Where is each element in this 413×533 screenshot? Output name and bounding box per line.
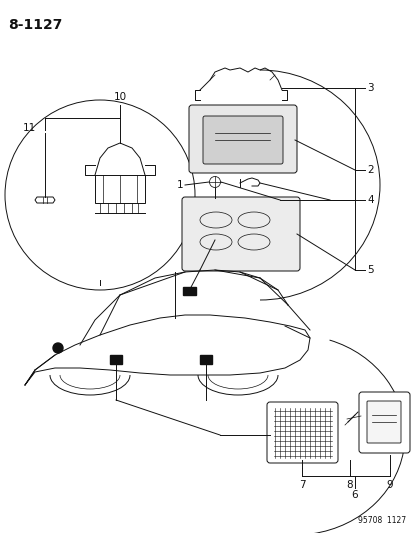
Text: 2: 2 (366, 165, 373, 175)
FancyBboxPatch shape (202, 116, 282, 164)
FancyBboxPatch shape (266, 402, 337, 463)
Text: 8: 8 (346, 480, 352, 490)
Text: 8-1127: 8-1127 (8, 18, 62, 32)
Text: 1: 1 (176, 180, 183, 190)
Text: 95708  1127: 95708 1127 (357, 516, 405, 525)
Text: 6: 6 (351, 490, 357, 500)
FancyBboxPatch shape (358, 392, 409, 453)
Text: 5: 5 (366, 265, 373, 275)
Polygon shape (183, 287, 195, 295)
Circle shape (53, 343, 63, 353)
Text: 7: 7 (298, 480, 304, 490)
Text: 10: 10 (113, 92, 126, 102)
Text: 11: 11 (23, 123, 36, 133)
FancyBboxPatch shape (182, 197, 299, 271)
Polygon shape (199, 355, 211, 364)
Text: 4: 4 (366, 195, 373, 205)
Polygon shape (110, 355, 122, 364)
FancyBboxPatch shape (95, 175, 145, 203)
FancyBboxPatch shape (366, 401, 400, 443)
FancyBboxPatch shape (189, 105, 296, 173)
Text: 9: 9 (386, 480, 392, 490)
Text: 3: 3 (366, 83, 373, 93)
